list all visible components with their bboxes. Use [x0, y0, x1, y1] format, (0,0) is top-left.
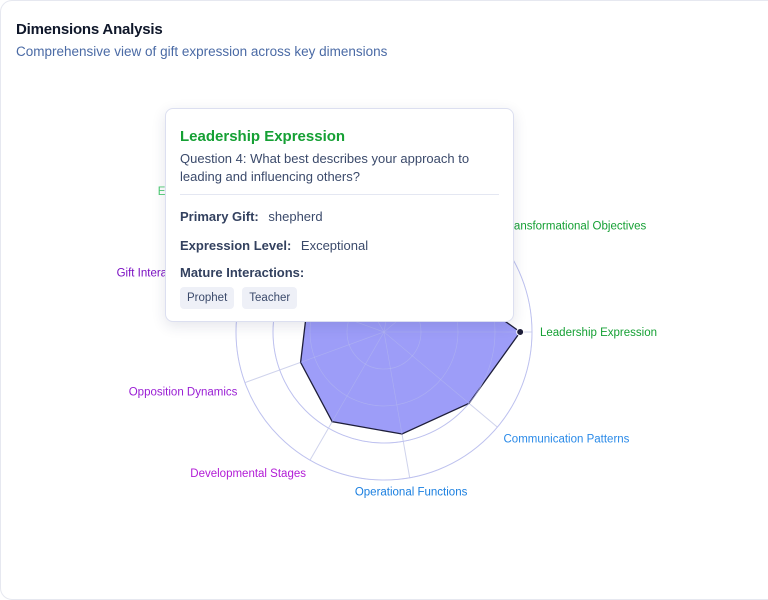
- tooltip-question: Question 4: What best describes your app…: [180, 151, 470, 184]
- page-title: Dimensions Analysis: [16, 21, 163, 38]
- tooltip: Leadership Expression Question 4: What b…: [165, 108, 514, 322]
- interaction-chip: Teacher: [242, 287, 298, 309]
- expression-level-label: Expression Level:: [180, 238, 292, 253]
- tooltip-title: Leadership Expression: [180, 128, 346, 145]
- axis-label: Communication Patterns: [504, 433, 630, 445]
- axis-label: Leadership Expression: [540, 327, 657, 339]
- axis-label: Developmental Stages: [190, 468, 306, 480]
- axis-spoke-overlay: [383, 331, 403, 435]
- page-subtitle: Comprehensive view of gift expression ac…: [16, 44, 388, 59]
- primary-gift-value: shepherd: [268, 209, 323, 224]
- tooltip-divider: [180, 194, 499, 195]
- active-point[interactable]: [516, 328, 525, 336]
- axis-label: Operational Functions: [355, 487, 468, 499]
- mature-interactions-label: Mature Interactions:: [180, 265, 305, 280]
- axis-spoke-overlay: [383, 331, 470, 404]
- axis-spoke-overlay: [331, 331, 385, 422]
- interaction-chip: Prophet: [180, 287, 235, 309]
- expression-level-value: Exceptional: [300, 238, 369, 253]
- mature-interactions-list: Prophet Teacher: [180, 287, 499, 309]
- primary-gift-label: Primary Gift:: [180, 209, 259, 224]
- axis-label: Opposition Dynamics: [129, 386, 238, 398]
- primary-gift-row: Primary Gift: shepherd: [180, 209, 499, 224]
- axis-label: Transformational Objectives: [504, 221, 647, 233]
- expression-level-row: Expression Level: Exceptional: [180, 238, 499, 253]
- axis-spoke-overlay: [300, 331, 385, 363]
